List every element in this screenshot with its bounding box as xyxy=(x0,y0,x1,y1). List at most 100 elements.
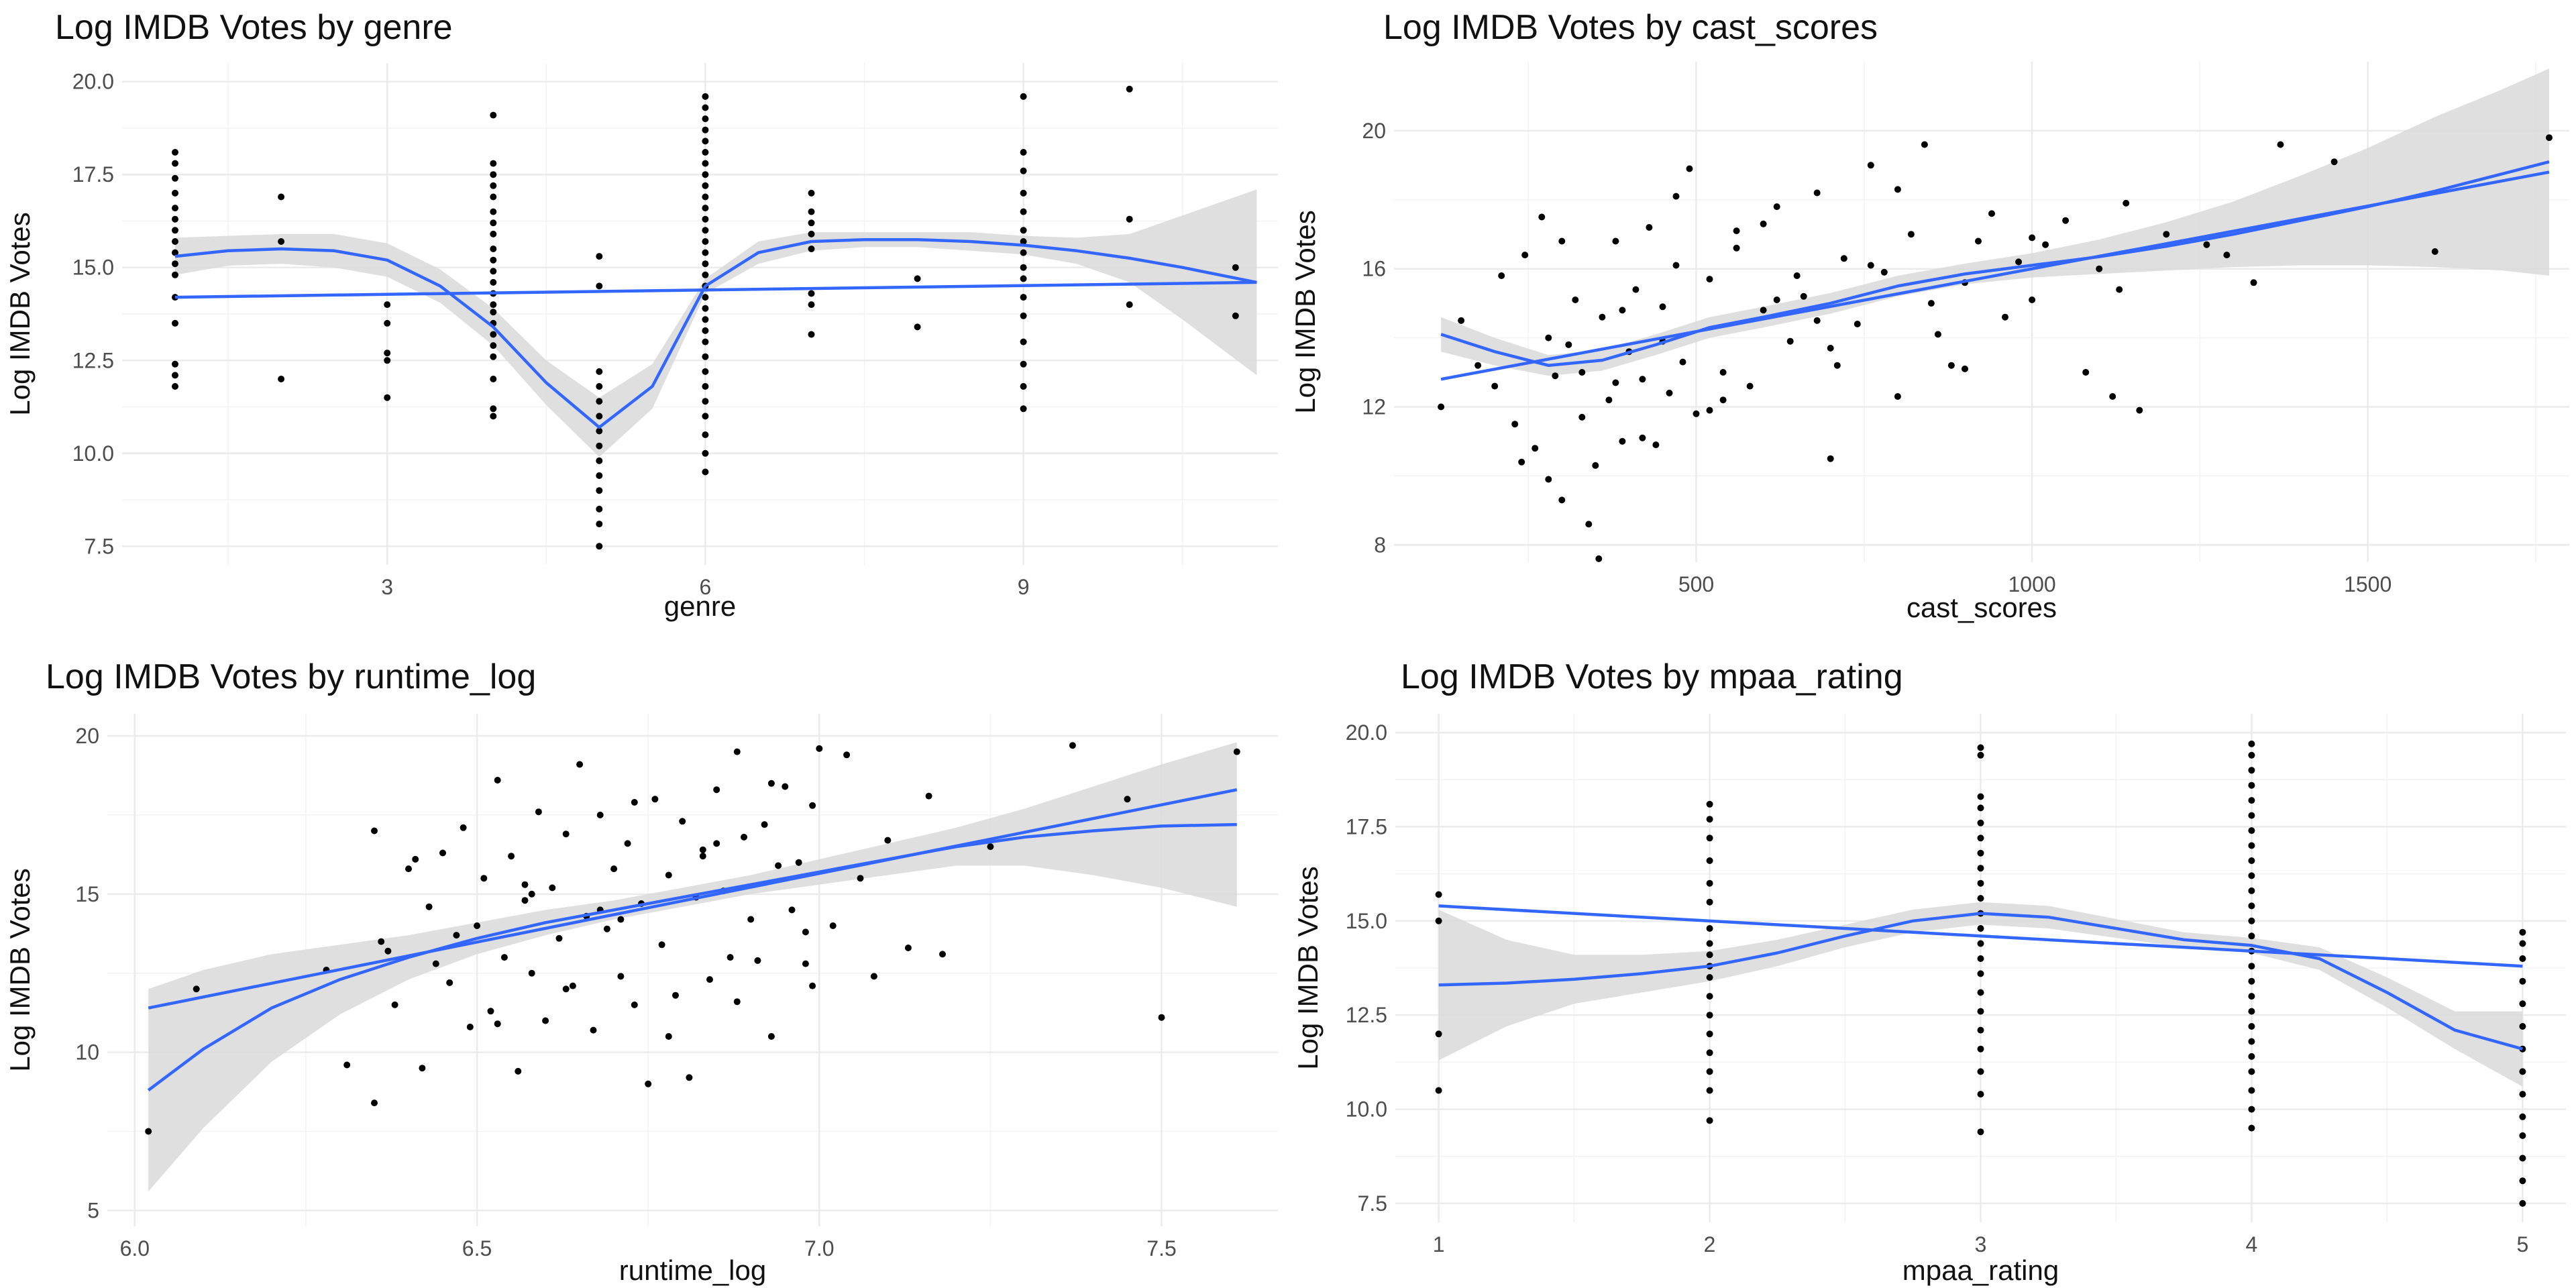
data-point xyxy=(2248,932,2255,940)
data-point xyxy=(172,372,178,379)
data-point xyxy=(490,182,497,189)
data-point xyxy=(1977,940,1984,947)
y-tick-label: 5 xyxy=(87,1198,99,1222)
x-tick-label: 2 xyxy=(1704,1232,1716,1256)
data-point xyxy=(870,973,877,980)
data-point xyxy=(808,246,815,252)
data-point xyxy=(1975,237,1982,245)
data-point xyxy=(1894,393,1901,400)
data-point xyxy=(2519,1068,2526,1075)
data-point xyxy=(2223,252,2231,259)
data-point xyxy=(702,449,709,457)
data-point xyxy=(494,777,501,784)
data-point xyxy=(665,1033,672,1040)
data-point xyxy=(1977,879,1984,887)
data-point xyxy=(2248,827,2255,835)
data-point xyxy=(1813,189,1821,197)
data-point xyxy=(1706,816,1713,823)
x-tick-label: 1000 xyxy=(2008,572,2055,596)
data-point xyxy=(419,1065,426,1072)
data-point xyxy=(2248,1053,2255,1060)
data-point xyxy=(1977,835,1984,842)
chart-title: Log IMDB Votes by genre xyxy=(55,8,453,47)
data-point xyxy=(172,174,178,182)
data-point xyxy=(2519,1177,2526,1185)
data-point xyxy=(843,751,851,759)
data-point xyxy=(446,979,453,986)
data-point xyxy=(702,305,709,312)
x-tick-label: 3 xyxy=(1975,1232,1987,1256)
data-point xyxy=(490,309,497,316)
data-point xyxy=(1962,365,1968,372)
data-point xyxy=(490,230,497,237)
data-point xyxy=(1672,262,1680,269)
data-point xyxy=(884,837,892,844)
data-point xyxy=(702,115,709,123)
data-point xyxy=(490,193,497,201)
data-point xyxy=(1020,275,1027,282)
data-point xyxy=(672,991,679,999)
data-point xyxy=(2163,231,2170,238)
data-point xyxy=(278,193,285,201)
data-point xyxy=(925,792,932,800)
data-point xyxy=(490,246,497,252)
data-point xyxy=(645,1080,652,1087)
data-point xyxy=(1746,382,1754,390)
data-point xyxy=(702,126,709,133)
data-point xyxy=(1020,338,1027,345)
data-point xyxy=(2248,917,2255,924)
data-point xyxy=(1977,1008,1984,1015)
chart-svg: 500 1000 1500 8 12 16 20 Log IMDB Votes by cas… xyxy=(1289,8,2569,623)
y-tick-label: 16 xyxy=(1362,257,1386,281)
data-point xyxy=(1786,337,1794,345)
data-point xyxy=(2519,1023,2526,1030)
data-point xyxy=(1977,744,1984,751)
data-point xyxy=(1521,252,1529,259)
data-point xyxy=(1020,312,1027,319)
data-point xyxy=(904,945,912,951)
chart-title: Log IMDB Votes by runtime_log xyxy=(46,657,536,696)
x-axis-label: cast_scores xyxy=(1907,592,2057,623)
data-point xyxy=(172,383,178,390)
data-point xyxy=(378,938,385,945)
x-tick-label: 6 xyxy=(700,575,712,599)
data-point xyxy=(1706,1068,1713,1075)
data-point xyxy=(1867,262,1874,269)
data-point xyxy=(596,505,603,513)
x-axis-label: runtime_log xyxy=(619,1254,766,1286)
data-point xyxy=(439,849,446,857)
data-point xyxy=(1977,955,1984,962)
y-tick-label: 12 xyxy=(1362,394,1386,419)
data-point xyxy=(521,881,529,888)
data-point xyxy=(555,934,563,942)
data-point xyxy=(480,875,488,882)
data-point xyxy=(1706,1030,1713,1038)
x-tick-label: 6.0 xyxy=(120,1236,150,1260)
data-point xyxy=(278,376,285,382)
data-point xyxy=(1733,227,1740,235)
y-tick-label: 10 xyxy=(75,1040,99,1065)
data-point xyxy=(702,271,709,278)
y-tick-label: 17.5 xyxy=(1346,814,1387,839)
linear-fit-line xyxy=(174,280,1257,299)
data-point xyxy=(733,998,741,1006)
data-point xyxy=(1706,951,1713,959)
chart-panel-runtime-log: 6.0 6.5 7.0 7.5 5 10 15 20 Log IMDB Votes by ru… xyxy=(0,644,1288,1288)
data-point xyxy=(596,472,603,479)
data-point xyxy=(809,982,816,989)
confidence-band xyxy=(148,742,1237,1192)
data-point xyxy=(2248,902,2255,910)
x-tick-label: 5 xyxy=(2516,1232,2528,1256)
data-point xyxy=(2248,812,2255,819)
data-point xyxy=(1599,313,1606,321)
data-point xyxy=(2029,297,2036,303)
data-point xyxy=(172,160,178,167)
y-tick-label: 10.0 xyxy=(1346,1097,1387,1122)
data-point xyxy=(1435,891,1442,898)
data-point xyxy=(172,249,178,256)
data-point xyxy=(1706,1117,1713,1124)
chart-svg: 1 2 3 4 5 7.5 10.0 12.5 15.0 17.5 20.0 Log IMDB Vo… xyxy=(1292,657,2566,1286)
chart-svg: 3 6 9 7.5 10.0 12.5 15.0 17.5 20.0 Log IMDB Vote… xyxy=(4,8,1278,622)
data-point xyxy=(1458,317,1465,324)
y-tick-label: 10.0 xyxy=(72,441,114,466)
